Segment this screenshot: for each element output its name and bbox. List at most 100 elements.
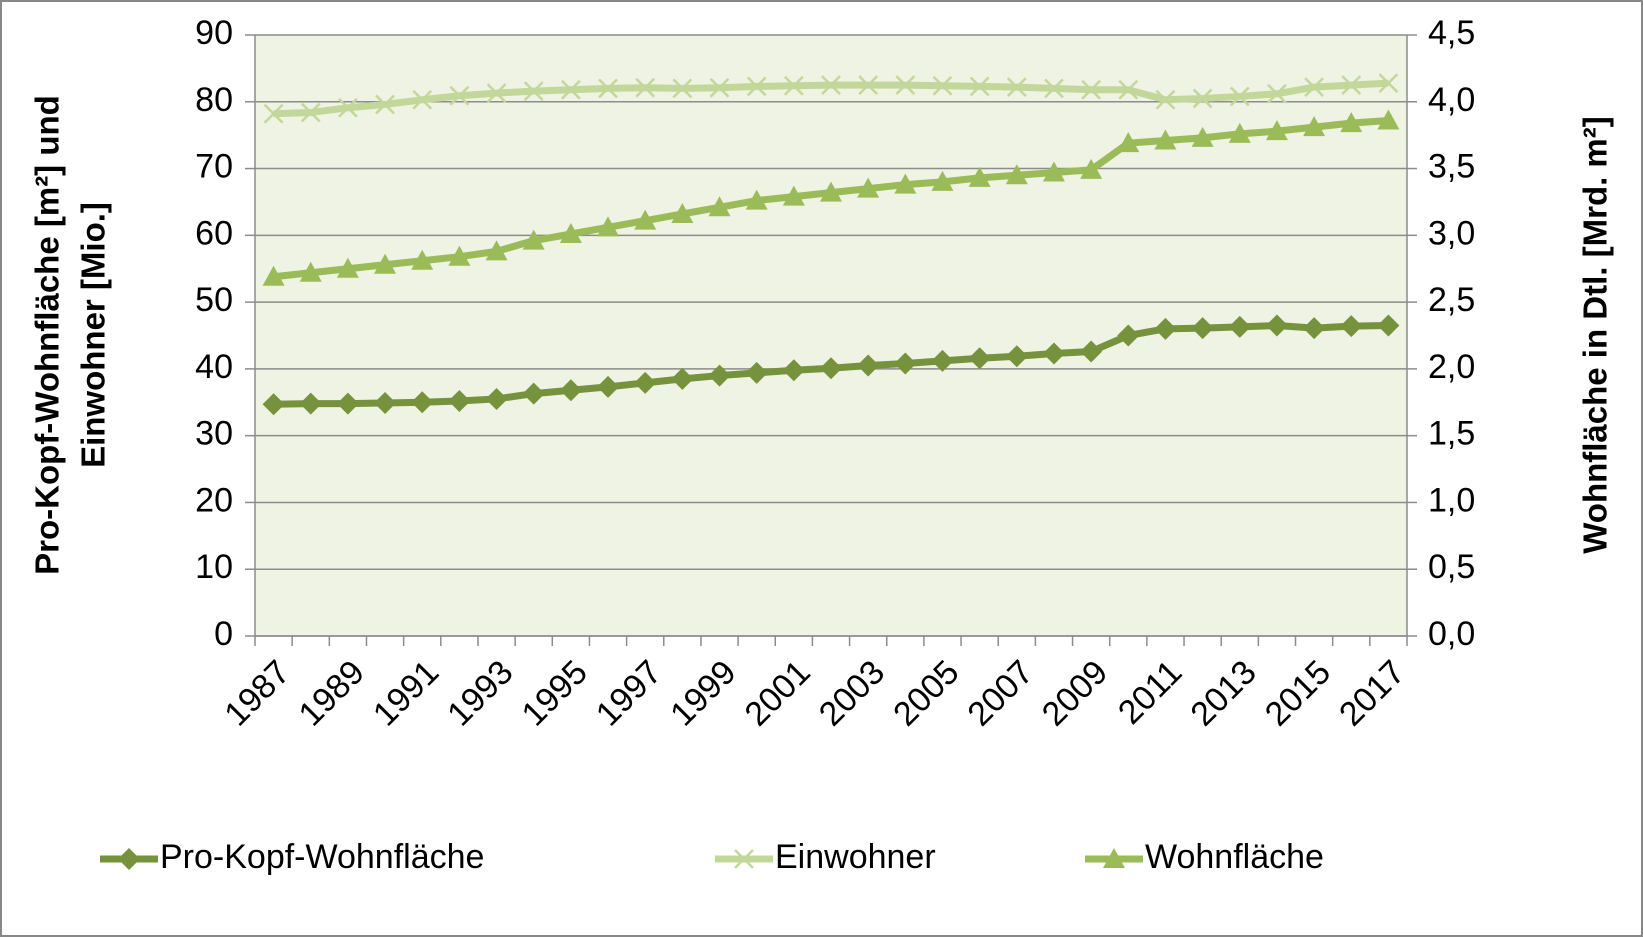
marker bbox=[857, 177, 880, 198]
marker bbox=[1154, 317, 1177, 340]
plot-area bbox=[255, 35, 1407, 636]
y2-tick-label: 1,5 bbox=[1428, 415, 1475, 453]
marker bbox=[486, 83, 507, 103]
y2-axis-title: Wohnfläche in Dtl. [Mrd. m²] bbox=[1577, 116, 1614, 554]
marker bbox=[262, 265, 285, 286]
y2-tick-label: 4,0 bbox=[1428, 81, 1475, 119]
y2-tick-label: 4,5 bbox=[1428, 14, 1475, 52]
marker bbox=[374, 253, 397, 274]
marker bbox=[1042, 161, 1065, 182]
y-axis-title: Einwohner [Mio.] bbox=[75, 202, 112, 468]
marker bbox=[782, 185, 805, 206]
marker bbox=[1303, 116, 1326, 137]
marker bbox=[783, 75, 804, 96]
marker bbox=[708, 364, 731, 387]
y-tick-label: 0 bbox=[214, 615, 233, 653]
marker bbox=[299, 392, 322, 415]
marker bbox=[1006, 77, 1027, 97]
marker bbox=[895, 75, 916, 95]
legend-label: Einwohner bbox=[775, 838, 936, 876]
marker bbox=[262, 393, 285, 416]
marker bbox=[1228, 315, 1251, 338]
y-tick-label: 90 bbox=[195, 14, 233, 52]
marker bbox=[559, 222, 582, 243]
marker bbox=[634, 209, 657, 230]
marker bbox=[1229, 86, 1250, 107]
marker bbox=[1378, 73, 1399, 93]
y2-tick-label: 3,0 bbox=[1428, 214, 1475, 252]
marker bbox=[522, 382, 545, 405]
marker bbox=[894, 352, 917, 375]
marker bbox=[1042, 342, 1065, 365]
y-axis-title: Pro-Kopf-Wohnfläche [m²] und bbox=[29, 95, 66, 575]
marker bbox=[857, 354, 880, 377]
marker bbox=[1080, 158, 1103, 179]
marker bbox=[635, 77, 656, 98]
y-tick-label: 40 bbox=[195, 348, 233, 386]
y2-tick-label: 0,5 bbox=[1428, 548, 1475, 586]
marker bbox=[1117, 324, 1140, 347]
marker bbox=[734, 849, 754, 869]
marker bbox=[1005, 164, 1028, 185]
marker bbox=[1118, 79, 1139, 100]
y2-tick-label: 1,0 bbox=[1428, 481, 1475, 519]
marker bbox=[820, 181, 842, 202]
marker bbox=[1340, 112, 1363, 133]
marker bbox=[523, 81, 544, 101]
marker bbox=[485, 387, 508, 410]
y-tick-label: 60 bbox=[195, 214, 233, 252]
marker bbox=[374, 391, 397, 414]
marker bbox=[968, 166, 991, 187]
marker bbox=[894, 173, 917, 194]
marker bbox=[858, 75, 879, 95]
marker bbox=[820, 357, 842, 380]
marker bbox=[1192, 88, 1213, 109]
marker bbox=[969, 76, 990, 97]
y2-tick-label: 3,5 bbox=[1428, 148, 1475, 186]
marker bbox=[1191, 317, 1214, 340]
marker bbox=[1103, 848, 1125, 868]
marker bbox=[1228, 122, 1251, 143]
marker bbox=[485, 240, 508, 261]
marker bbox=[821, 75, 841, 95]
y2-tick-label: 2,0 bbox=[1428, 348, 1475, 386]
marker bbox=[411, 249, 434, 270]
marker bbox=[448, 389, 471, 412]
marker bbox=[448, 245, 471, 266]
marker bbox=[336, 257, 359, 278]
y2-tick-label: 2,5 bbox=[1428, 281, 1475, 319]
marker bbox=[1340, 315, 1363, 338]
marker bbox=[671, 367, 694, 390]
marker bbox=[1044, 78, 1064, 99]
marker bbox=[598, 78, 618, 99]
marker bbox=[1155, 89, 1176, 110]
legend-label: Pro-Kopf-Wohnfläche bbox=[160, 838, 484, 876]
marker bbox=[1304, 77, 1324, 97]
marker bbox=[375, 94, 395, 115]
marker bbox=[1303, 317, 1326, 340]
y-tick-label: 10 bbox=[195, 548, 233, 586]
y2-tick-label: 0,0 bbox=[1428, 615, 1475, 653]
marker bbox=[336, 392, 359, 415]
marker bbox=[634, 371, 657, 394]
y-tick-label: 50 bbox=[195, 281, 233, 319]
marker bbox=[1117, 132, 1140, 153]
y-tick-label: 70 bbox=[195, 148, 233, 186]
marker bbox=[449, 85, 470, 106]
marker bbox=[745, 361, 768, 384]
marker bbox=[1267, 83, 1287, 104]
marker bbox=[597, 216, 620, 237]
marker bbox=[411, 391, 434, 414]
marker bbox=[931, 170, 954, 191]
marker bbox=[559, 379, 582, 402]
marker bbox=[782, 359, 805, 382]
marker bbox=[299, 261, 322, 282]
marker bbox=[1377, 314, 1400, 337]
marker bbox=[522, 229, 545, 250]
marker bbox=[931, 349, 954, 372]
marker bbox=[968, 347, 991, 370]
marker bbox=[412, 89, 433, 110]
marker bbox=[1377, 109, 1400, 130]
marker bbox=[597, 375, 620, 398]
marker bbox=[671, 202, 694, 223]
